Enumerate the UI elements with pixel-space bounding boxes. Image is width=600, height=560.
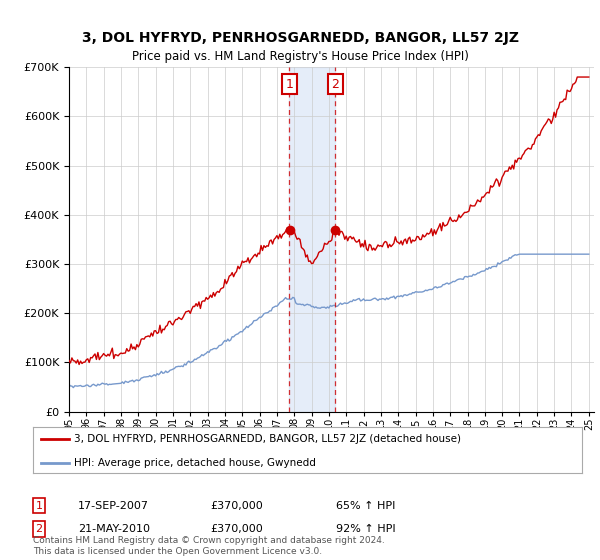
Text: 21-MAY-2010: 21-MAY-2010 (78, 524, 150, 534)
Text: 3, DOL HYFRYD, PENRHOSGARNEDD, BANGOR, LL57 2JZ: 3, DOL HYFRYD, PENRHOSGARNEDD, BANGOR, L… (82, 31, 518, 45)
Text: 2: 2 (331, 78, 339, 91)
Text: 2: 2 (35, 524, 43, 534)
Text: 1: 1 (285, 78, 293, 91)
Text: Contains HM Land Registry data © Crown copyright and database right 2024.
This d: Contains HM Land Registry data © Crown c… (33, 536, 385, 556)
Text: HPI: Average price, detached house, Gwynedd: HPI: Average price, detached house, Gwyn… (74, 458, 316, 468)
Text: 17-SEP-2007: 17-SEP-2007 (78, 501, 149, 511)
Text: 92% ↑ HPI: 92% ↑ HPI (336, 524, 395, 534)
Text: 3, DOL HYFRYD, PENRHOSGARNEDD, BANGOR, LL57 2JZ (detached house): 3, DOL HYFRYD, PENRHOSGARNEDD, BANGOR, L… (74, 434, 461, 444)
Text: 65% ↑ HPI: 65% ↑ HPI (336, 501, 395, 511)
Text: £370,000: £370,000 (210, 524, 263, 534)
Bar (289, 67, 335, 412)
Text: £370,000: £370,000 (210, 501, 263, 511)
Text: Price paid vs. HM Land Registry's House Price Index (HPI): Price paid vs. HM Land Registry's House … (131, 50, 469, 63)
Text: 1: 1 (35, 501, 43, 511)
